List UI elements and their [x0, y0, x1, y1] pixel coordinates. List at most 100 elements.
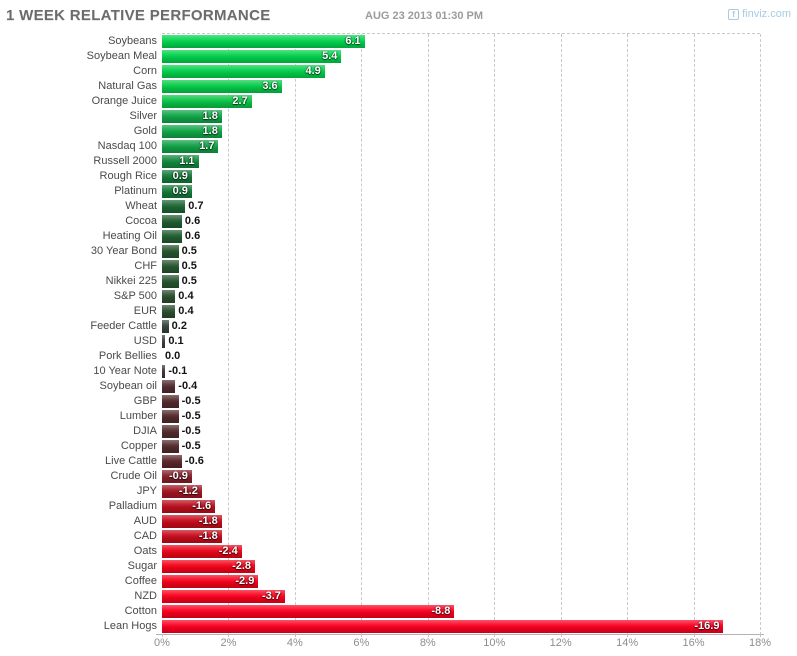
value-label: -0.9 — [168, 469, 188, 482]
category-label: Feeder Cattle — [90, 319, 157, 332]
bar-track: 5.4 — [162, 49, 760, 64]
category-label: Copper — [120, 439, 157, 452]
category-label: S&P 500 — [113, 289, 157, 302]
category-label: Nasdaq 100 — [97, 139, 157, 152]
bar-row: Rough Rice 0.9 — [0, 169, 760, 184]
bar-row: Live Cattle -0.6 — [0, 454, 760, 469]
value-label: -1.8 — [198, 514, 218, 527]
bar-track: 0.6 — [162, 229, 760, 244]
performance-bar — [162, 79, 282, 93]
value-label: 0.4 — [178, 304, 194, 317]
performance-bar — [162, 64, 325, 78]
category-label: Coffee — [124, 574, 157, 587]
category-label: JPY — [136, 484, 157, 497]
bar-row: JPY -1.2 — [0, 484, 760, 499]
bar-row: CHF 0.5 — [0, 259, 760, 274]
value-label: 1.7 — [199, 139, 215, 152]
bar-track: 0.1 — [162, 334, 760, 349]
value-label: -2.8 — [232, 559, 252, 572]
bar-row: Feeder Cattle 0.2 — [0, 319, 760, 334]
bar-track: 0.7 — [162, 199, 760, 214]
value-label: 6.1 — [345, 34, 361, 47]
performance-bar — [162, 49, 342, 63]
bar-track: 0.5 — [162, 244, 760, 259]
bar-row: Silver 1.8 — [0, 109, 760, 124]
finviz-watermark-link[interactable]: f finviz.com — [728, 8, 791, 20]
category-label: 10 Year Note — [93, 364, 157, 377]
performance-bar — [162, 424, 179, 438]
performance-bar — [162, 139, 219, 153]
bar-row: Orange Juice 2.7 — [0, 94, 760, 109]
bar-row: Coffee -2.9 — [0, 574, 760, 589]
bar-track: 3.6 — [162, 79, 760, 94]
bar-row: AUD -1.8 — [0, 514, 760, 529]
x-tick-mark — [294, 634, 296, 637]
category-label: Nikkei 225 — [105, 274, 157, 287]
bar-row: Russell 2000 1.1 — [0, 154, 760, 169]
bar-row: Heating Oil 0.6 — [0, 229, 760, 244]
performance-bar — [162, 364, 166, 378]
value-label: 0.0 — [165, 349, 181, 362]
bar-row: Platinum 0.9 — [0, 184, 760, 199]
performance-bar — [162, 499, 216, 513]
value-label: -0.5 — [181, 439, 201, 452]
performance-bar — [162, 169, 192, 183]
performance-bar — [162, 184, 192, 198]
bar-track: 1.8 — [162, 109, 760, 124]
value-label: -0.5 — [181, 424, 201, 437]
bar-row: Soybean oil -0.4 — [0, 379, 760, 394]
bar-track: -3.7 — [162, 589, 760, 604]
bar-row: Corn 4.9 — [0, 64, 760, 79]
category-label: AUD — [133, 514, 157, 527]
category-label: Lean Hogs — [103, 619, 157, 632]
bar-track: -0.5 — [162, 409, 760, 424]
performance-bar — [162, 289, 176, 303]
category-label: Corn — [133, 64, 157, 77]
performance-bar — [162, 319, 169, 333]
x-tick-label: 2% — [220, 637, 237, 649]
value-label: 0.1 — [168, 334, 184, 347]
bar-row: Cotton -8.8 — [0, 604, 760, 619]
bar-track: -0.1 — [162, 364, 760, 379]
category-label: Oats — [133, 544, 157, 557]
category-label: Natural Gas — [98, 79, 157, 92]
value-label: 0.9 — [172, 169, 188, 182]
bar-track: -1.6 — [162, 499, 760, 514]
category-label: USD — [133, 334, 157, 347]
value-label: -0.5 — [181, 394, 201, 407]
category-label: Heating Oil — [102, 229, 157, 242]
bar-track: -0.5 — [162, 394, 760, 409]
performance-bar — [162, 574, 259, 588]
performance-bar — [162, 229, 182, 243]
bar-track: 6.1 — [162, 34, 760, 49]
x-tick-label: 0% — [154, 637, 170, 649]
x-tick-mark — [361, 634, 363, 637]
value-label: 1.1 — [179, 154, 195, 167]
bar-row: Wheat 0.7 — [0, 199, 760, 214]
performance-bar — [162, 514, 222, 528]
value-label: -16.9 — [694, 619, 720, 632]
x-tick-label: 6% — [353, 637, 370, 649]
x-tick-label: 4% — [286, 637, 303, 649]
bar-track: 0.4 — [162, 289, 760, 304]
bar-row: Lean Hogs -16.9 — [0, 619, 760, 634]
x-tick-mark — [228, 634, 230, 637]
bar-row: Soybeans 6.1 — [0, 34, 760, 49]
value-label: -2.9 — [235, 574, 255, 587]
x-tick-mark — [627, 634, 629, 637]
category-label: 30 Year Bond — [90, 244, 157, 257]
value-label: 0.5 — [181, 259, 197, 272]
performance-bar — [162, 274, 179, 288]
bar-row: Soybean Meal 5.4 — [0, 49, 760, 64]
x-tick-label: 16% — [682, 637, 705, 649]
x-tick-mark — [560, 634, 562, 637]
x-tick-label: 12% — [549, 637, 572, 649]
x-tick-mark — [427, 634, 429, 637]
performance-bar — [162, 589, 285, 603]
value-label: -0.4 — [178, 379, 198, 392]
value-label: 0.6 — [184, 214, 201, 227]
finviz-logo-icon: f — [728, 8, 740, 20]
x-tick-label: 14% — [616, 637, 639, 649]
bar-track: -0.5 — [162, 424, 760, 439]
value-label: -3.7 — [261, 589, 281, 602]
